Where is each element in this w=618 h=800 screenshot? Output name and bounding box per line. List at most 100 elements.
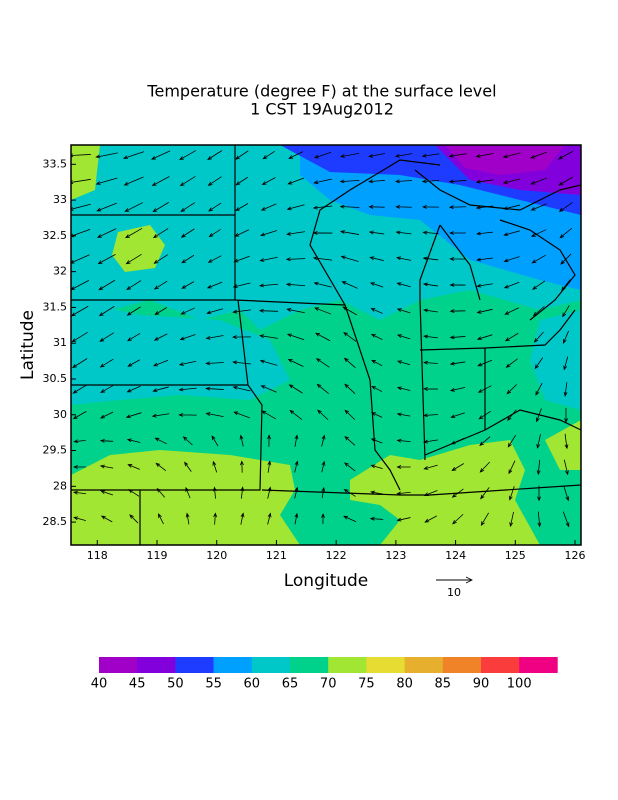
wind-arrow — [158, 513, 164, 525]
wind-arrow — [288, 384, 303, 394]
wind-arrow — [344, 435, 356, 446]
wind-arrow — [127, 464, 140, 470]
wind-arrow — [537, 511, 542, 528]
y-tick-label: 31.5 — [43, 300, 68, 313]
wind-arrow — [423, 334, 438, 339]
wind-arrow — [563, 356, 569, 371]
wind-arrow — [449, 257, 466, 261]
wind-arrow — [509, 511, 514, 528]
colorbar-label: 40 — [91, 677, 108, 692]
wind-arrow — [154, 307, 168, 316]
wind-arrow — [153, 280, 168, 290]
wind-arrow — [448, 205, 467, 210]
wind-arrow — [127, 359, 140, 367]
wind-arrow — [448, 153, 467, 158]
wind-arrow — [232, 360, 251, 365]
colorbar-label: 55 — [205, 677, 222, 692]
colorbar-label: 80 — [396, 677, 413, 692]
wind-arrow — [534, 357, 544, 370]
colorbar-swatch — [404, 657, 444, 673]
wind-arrow — [152, 202, 169, 213]
wind-arrow — [96, 228, 117, 238]
wind-arrow — [531, 254, 546, 264]
x-tick-label: 124 — [445, 549, 466, 562]
wind-arrow — [507, 434, 517, 448]
wind-arrow — [396, 308, 411, 314]
wind-arrow — [261, 177, 276, 185]
wind-arrow — [536, 434, 541, 449]
wind-arrow — [180, 307, 195, 315]
wind-arrow — [343, 357, 356, 368]
x-tick-label: 125 — [505, 549, 526, 562]
wind-arrow — [395, 204, 412, 209]
wind-arrow — [478, 410, 491, 420]
wind-arrow — [179, 176, 196, 187]
wind-arrow — [368, 204, 385, 209]
wind-arrow — [321, 513, 325, 524]
wind-arrow — [239, 434, 244, 447]
wind-arrow — [99, 332, 115, 342]
wind-arrow — [558, 202, 573, 212]
wind-arrow — [287, 359, 304, 367]
wind-arrow — [368, 153, 385, 158]
wind-arrow — [312, 256, 333, 261]
wind-arrow — [205, 335, 224, 340]
wind-arrow — [422, 204, 439, 209]
wind-arrow — [206, 281, 223, 289]
wind-arrow — [99, 438, 114, 443]
wind-arrow — [125, 412, 142, 419]
wind-arrow — [421, 179, 440, 184]
y-tick-label: 32.5 — [43, 229, 68, 242]
wind-arrow — [185, 512, 190, 525]
wind-arrow — [369, 256, 384, 261]
wind-arrow — [153, 254, 168, 264]
wind-arrow — [267, 486, 272, 499]
wind-arrow — [294, 460, 299, 473]
wind-arrow — [127, 332, 141, 342]
wind-arrow — [476, 283, 493, 288]
wind-arrow — [129, 514, 139, 524]
wind-arrow — [98, 306, 115, 317]
wind-arrow — [344, 462, 356, 472]
y-tick-label: 29.5 — [43, 444, 68, 457]
wind-arrow — [207, 176, 222, 186]
y-tick-label: 30.5 — [43, 372, 68, 385]
colorbar-swatch — [99, 657, 138, 673]
wind-arrow — [394, 179, 413, 184]
wind-arrow — [99, 411, 114, 419]
wind-arrow — [396, 256, 412, 261]
wind-arrow — [423, 439, 438, 444]
wind-arrow — [422, 256, 439, 261]
wind-arrow — [95, 177, 118, 185]
reference-arrowhead — [465, 576, 473, 584]
wind-arrow — [564, 407, 568, 424]
y-tick-label: 28.5 — [43, 515, 68, 528]
wind-arrow — [178, 387, 197, 392]
wind-arrow — [71, 305, 89, 317]
wind-arrow — [317, 409, 329, 421]
wind-arrow — [503, 281, 520, 289]
wind-arrow — [126, 438, 141, 443]
wind-arrow — [267, 512, 272, 525]
wind-arrow — [312, 231, 333, 235]
wind-arrow — [235, 176, 248, 186]
wind-arrow — [450, 437, 465, 445]
wind-arrow — [562, 511, 570, 528]
wind-arrow — [181, 254, 195, 264]
wind-arrow — [155, 462, 167, 471]
wind-arrow — [370, 308, 383, 314]
wind-arrow — [506, 384, 518, 395]
wind-arrow — [294, 512, 299, 525]
x-axis-label: Longitude — [284, 571, 369, 591]
wind-arrow — [370, 412, 383, 418]
wind-arrow — [100, 490, 113, 496]
wind-arrow — [342, 306, 358, 316]
wind-arrow — [475, 153, 494, 158]
wind-arrow — [72, 490, 87, 495]
colorbar-swatch — [481, 657, 520, 673]
wind-arrow — [396, 438, 411, 443]
wind-arrow — [156, 487, 166, 498]
wind-arrow — [476, 257, 493, 262]
wind-arrow — [422, 230, 439, 235]
wind-arrow — [234, 229, 249, 237]
